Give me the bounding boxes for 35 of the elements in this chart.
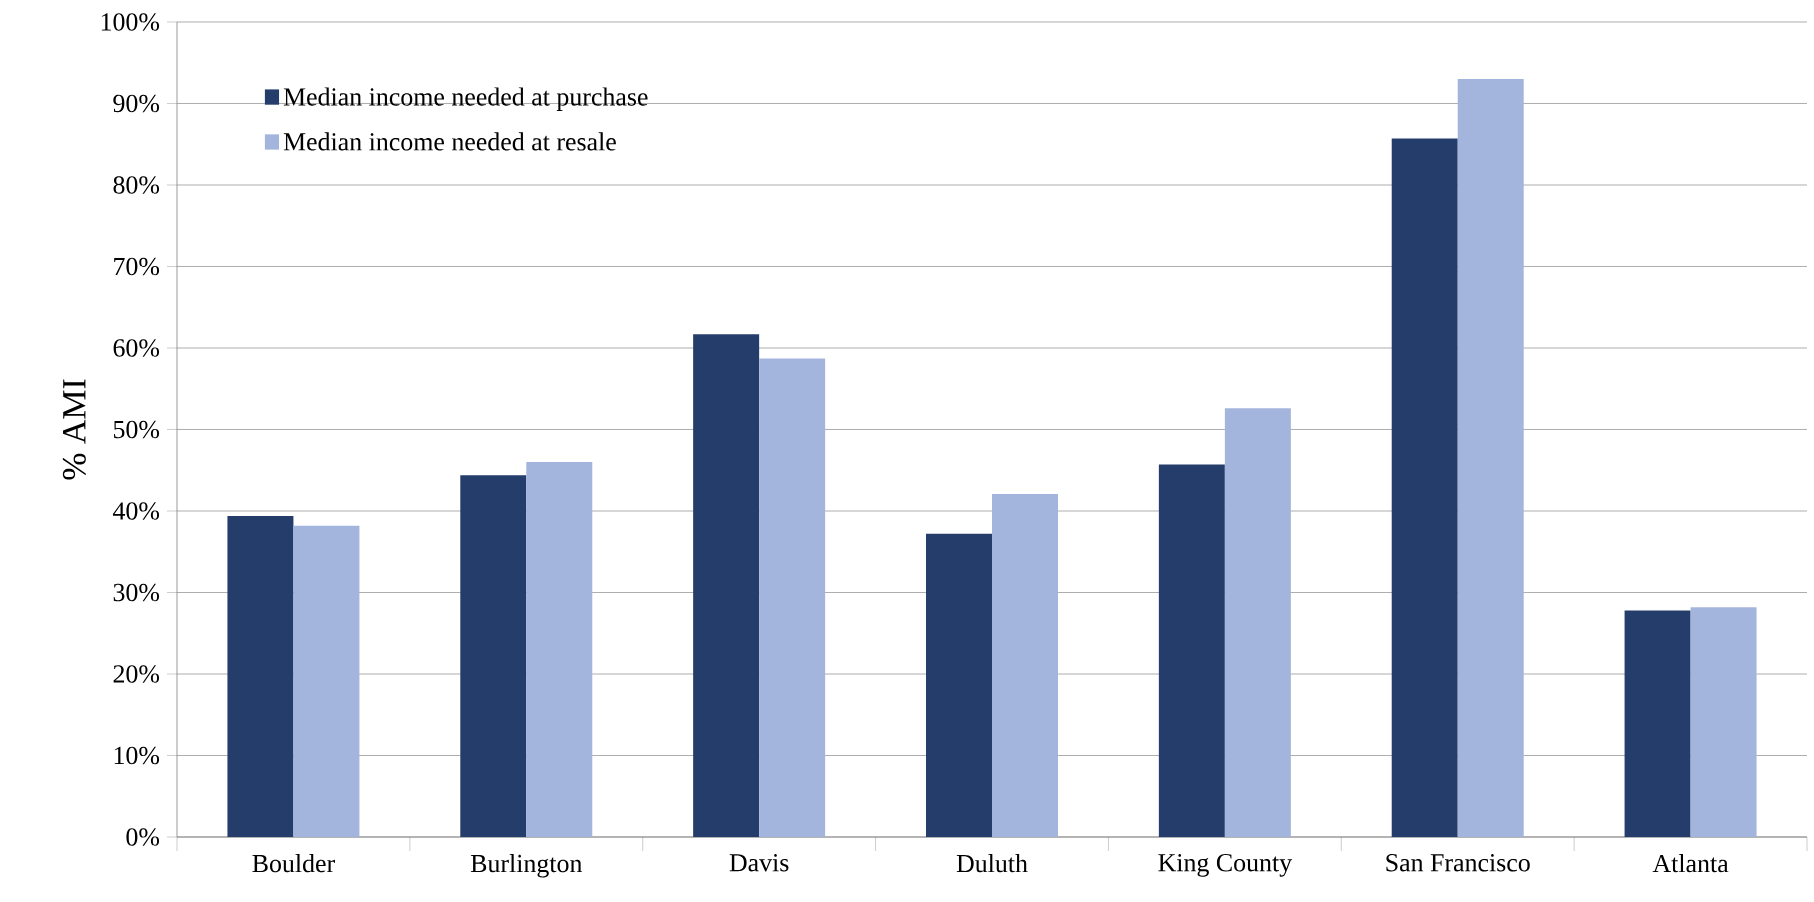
x-tick-label: Duluth [956, 854, 1028, 873]
y-axis-title: % AMI [62, 379, 86, 480]
bar [992, 493, 1058, 837]
y-tick-label: 80% [113, 176, 160, 194]
bar [1457, 79, 1524, 837]
bar [460, 475, 527, 837]
bar [526, 462, 593, 837]
bar [1224, 408, 1291, 837]
bar [1690, 607, 1757, 837]
bar [1391, 138, 1458, 837]
y-tick-label: 100% [101, 13, 160, 31]
bar [1624, 610, 1691, 837]
y-tick-label: 50% [113, 420, 160, 439]
x-tick-label: Boulder [252, 854, 335, 873]
legend-label: Median income needed at resale [283, 132, 616, 151]
y-tick-label: 20% [113, 665, 160, 683]
x-tick-label: Davis [729, 854, 789, 872]
bar [693, 334, 760, 837]
y-tick-label: 10% [114, 746, 160, 765]
y-tick-label: 40% [112, 502, 160, 520]
x-tick-label: San Francisco [1386, 854, 1530, 872]
bar [227, 515, 294, 837]
y-tick-label: 30% [113, 583, 160, 602]
legend-label: Median income needed at purchase [283, 87, 648, 111]
y-tick-label: 70% [114, 257, 160, 276]
bar [1158, 464, 1225, 837]
x-tick-label: King County [1158, 854, 1293, 877]
y-tick-label: 60% [113, 339, 160, 357]
y-tick-label: 90% [113, 94, 160, 113]
y-tick-label: 0% [126, 828, 160, 846]
x-tick-label: Atlanta [1652, 854, 1729, 873]
bar [759, 358, 826, 837]
x-tick-label: Burlington [470, 854, 583, 878]
bar [926, 533, 992, 837]
bar [293, 525, 360, 837]
